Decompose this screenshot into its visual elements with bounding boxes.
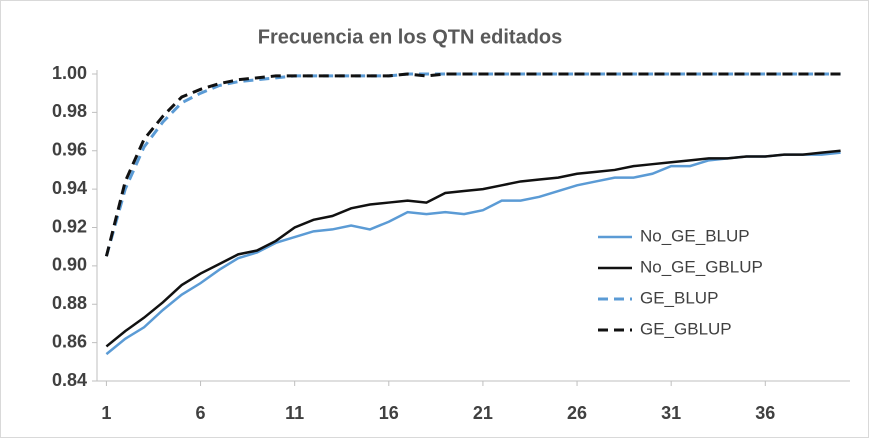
y-tick-label: 1.00: [52, 63, 87, 83]
y-tick-label: 0.90: [52, 255, 87, 275]
y-tick-label: 0.98: [52, 101, 87, 121]
x-tick-label: 36: [755, 403, 775, 423]
chart-title: Frecuencia en los QTN editados: [258, 26, 563, 48]
y-tick-label: 0.84: [52, 370, 87, 390]
y-tick-label: 0.94: [52, 178, 87, 198]
legend-label: No_GE_GBLUP: [640, 257, 763, 276]
x-tick-label: 11: [285, 403, 304, 423]
series-line: [104, 72, 841, 257]
series-line: [104, 72, 841, 257]
x-tick-label: 16: [379, 403, 399, 423]
legend-label: No_GE_BLUP: [640, 226, 750, 245]
x-tick-label: 1: [101, 403, 111, 423]
y-tick-label: 0.96: [52, 140, 87, 160]
y-tick-label: 0.92: [52, 216, 87, 236]
y-tick-label: 0.88: [52, 293, 87, 313]
x-tick-label: 26: [567, 403, 587, 423]
x-tick-label: 31: [661, 403, 681, 423]
x-tick-label: 6: [196, 403, 206, 423]
x-tick-label: 21: [473, 403, 493, 423]
legend-label: GE_BLUP: [640, 288, 718, 307]
y-tick-label: 0.86: [52, 331, 87, 351]
series-line: [105, 149, 841, 348]
legend-label: GE_GBLUP: [640, 319, 732, 338]
